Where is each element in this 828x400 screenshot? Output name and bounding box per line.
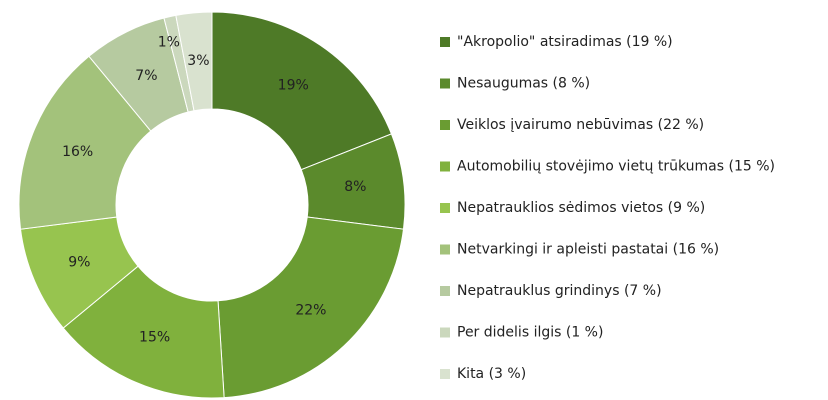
legend-swatch [440,244,450,255]
data-label: 1% [158,35,180,51]
donut-slice [18,55,152,230]
legend-swatch [440,327,450,338]
data-label: 16% [62,144,93,160]
legend-swatch [440,369,450,379]
data-label: 22% [295,302,326,318]
data-label: 8% [344,179,366,195]
data-label: 9% [68,254,90,270]
legend-label: Nepatrauklus grindinys (7 %) [457,283,662,299]
legend-swatch [440,37,450,47]
data-label: 19% [278,77,309,93]
legend-swatch [440,120,450,130]
data-label: 15% [139,330,170,346]
legend-label: "Akropolio" atsiradimas (19 %) [457,34,673,50]
legend-label: Nepatrauklios sėdimos vietos (9 %) [457,200,705,216]
legend-label: Kita (3 %) [457,366,526,382]
donut-slice [211,11,393,171]
legend-label: Per didelis ilgis (1 %) [457,325,603,341]
legend-swatch [440,286,450,296]
data-label: 7% [135,68,157,84]
legend-swatch [440,161,450,172]
legend-label: Automobilių stovėjimo vietų trūkumas (15… [457,159,775,175]
legend-label: Nesaugumas (8 %) [457,76,590,92]
data-label: 3% [187,53,209,69]
legend-label: Veiklos įvairumo nebūvimas (22 %) [457,117,704,133]
legend-label: Netvarkingi ir apleisti pastatai (16 %) [457,242,719,258]
donut-slice [175,11,213,112]
legend-swatch [440,203,450,213]
donut-slice [217,216,405,399]
legend-swatch [440,78,450,89]
